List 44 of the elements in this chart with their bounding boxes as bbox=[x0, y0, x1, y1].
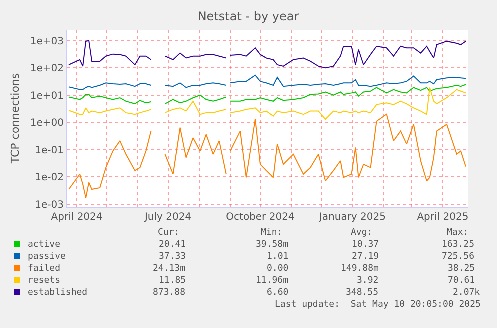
text: 37.33 bbox=[159, 252, 186, 262]
text: 873.88 bbox=[153, 288, 186, 298]
x-tick-label: October 2024 bbox=[226, 212, 295, 223]
legend-label: established bbox=[28, 288, 88, 298]
y-tick-label: 1e+00 bbox=[30, 118, 64, 130]
text: Max: bbox=[447, 228, 469, 238]
y-tick-label: 1e+03 bbox=[30, 36, 64, 48]
text: 38.25 bbox=[448, 264, 476, 274]
y-tick-label: 1e-03 bbox=[35, 200, 64, 211]
text: 20.41 bbox=[159, 240, 186, 250]
text: Cur: bbox=[158, 228, 180, 238]
y-tick-label: 1e+01 bbox=[30, 90, 64, 102]
text: 39.58m bbox=[256, 240, 289, 250]
text: 3.92 bbox=[357, 276, 379, 286]
text: 348.55 bbox=[346, 288, 379, 298]
text: 24.13m bbox=[153, 264, 186, 274]
text: 725.56 bbox=[442, 252, 475, 262]
text: Min: bbox=[261, 228, 283, 238]
text: Last update: Sat May 10 20:05:00 2025 bbox=[275, 300, 481, 310]
text: 6.60 bbox=[267, 288, 289, 298]
text: 149.88m bbox=[341, 264, 379, 274]
chart-title: Netstat - by year bbox=[198, 9, 300, 24]
x-tick-label: July 2024 bbox=[144, 212, 192, 223]
text: 0.00 bbox=[267, 264, 289, 274]
text: 70.61 bbox=[448, 276, 476, 286]
y-tick-label: 1e+02 bbox=[30, 64, 64, 75]
text: 27.19 bbox=[352, 252, 380, 262]
text: 11.96m bbox=[256, 276, 289, 286]
legend-label: passive bbox=[28, 252, 66, 262]
x-tick-label: April 2024 bbox=[51, 212, 103, 223]
text: 11.85 bbox=[159, 276, 186, 286]
x-tick-label: April 2025 bbox=[417, 212, 469, 223]
text: 2.07k bbox=[453, 288, 481, 298]
y-tick-label: 1e-01 bbox=[35, 145, 64, 156]
y-axis-title: TCP connections bbox=[9, 73, 22, 165]
y-tick-label: 1e-02 bbox=[35, 172, 64, 184]
text: 1.01 bbox=[267, 252, 289, 262]
legend-label: failed bbox=[28, 264, 61, 274]
legend-label: active bbox=[28, 240, 61, 250]
text: 10.37 bbox=[352, 240, 380, 250]
text: Avg: bbox=[351, 228, 373, 238]
legend-label: resets bbox=[28, 276, 61, 286]
x-tick-label: January 2025 bbox=[318, 212, 386, 223]
text: 163.25 bbox=[442, 240, 475, 250]
